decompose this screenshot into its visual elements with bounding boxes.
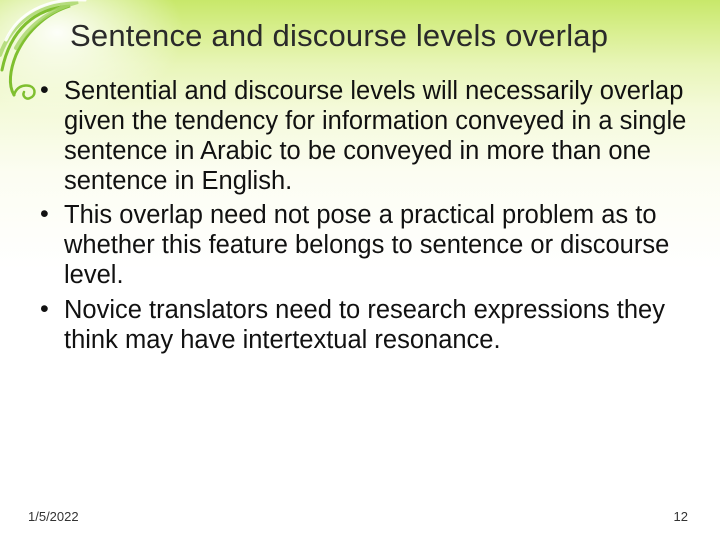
bullet-list: Sentential and discourse levels will nec…: [36, 76, 690, 355]
bullet-text: Novice translators need to research expr…: [64, 296, 665, 354]
slide-body: Sentential and discourse levels will nec…: [36, 76, 690, 359]
bullet-item: Novice translators need to research expr…: [36, 295, 690, 355]
bullet-item: Sentential and discourse levels will nec…: [36, 76, 690, 196]
footer-page-number: 12: [674, 509, 688, 524]
footer-date: 1/5/2022: [28, 509, 79, 524]
bullet-item: This overlap need not pose a practical p…: [36, 200, 690, 290]
slide-title: Sentence and discourse levels overlap: [70, 18, 690, 54]
bullet-text: This overlap need not pose a practical p…: [64, 201, 669, 289]
bullet-text: Sentential and discourse levels will nec…: [64, 77, 686, 195]
slide: Sentence and discourse levels overlap Se…: [0, 0, 720, 540]
